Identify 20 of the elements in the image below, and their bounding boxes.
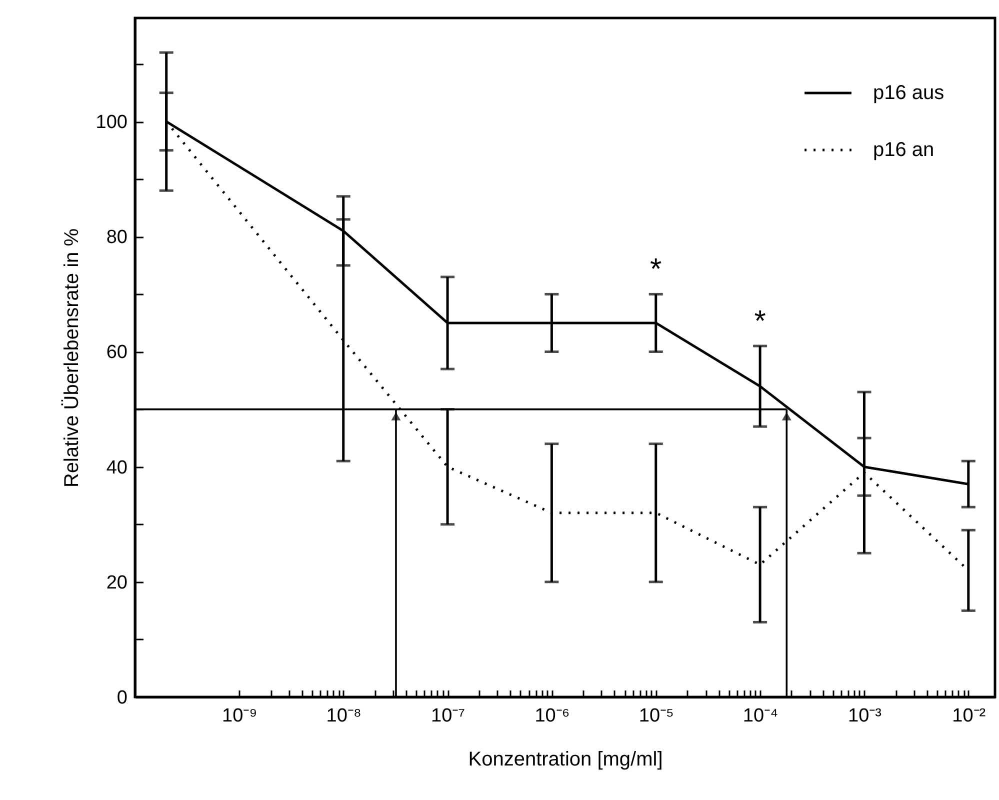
legend-label: p16 aus — [873, 82, 944, 104]
x-tick-label: 10⁻³ — [848, 706, 882, 726]
y-tick-label: 40 — [106, 457, 128, 478]
y-tick-label: 0 — [116, 688, 128, 708]
y-tick-label: 20 — [106, 572, 128, 594]
x-tick-label: 10⁻⁷ — [431, 706, 466, 726]
x-tick-label: 10⁻⁹ — [222, 706, 258, 726]
y-axis-title: Relative Überlebensrate in % — [60, 228, 83, 488]
y-tick-label: 100 — [96, 112, 128, 134]
annotation: * — [754, 304, 766, 338]
x-axis-title: Konzentration [mg/ml] — [468, 748, 663, 770]
x-tick-label: 10⁻⁵ — [638, 706, 674, 726]
y-tick-label: 80 — [106, 227, 128, 248]
x-tick-label: 10⁻⁸ — [326, 706, 362, 726]
annotation: * — [650, 253, 662, 286]
legend-label: p16 an — [873, 139, 934, 161]
y-tick-label: 60 — [106, 342, 128, 364]
x-tick-label: 10⁻⁴ — [742, 706, 778, 726]
x-tick-label: 10⁻⁶ — [534, 706, 570, 726]
x-tick-label: 10⁻² — [952, 706, 986, 726]
